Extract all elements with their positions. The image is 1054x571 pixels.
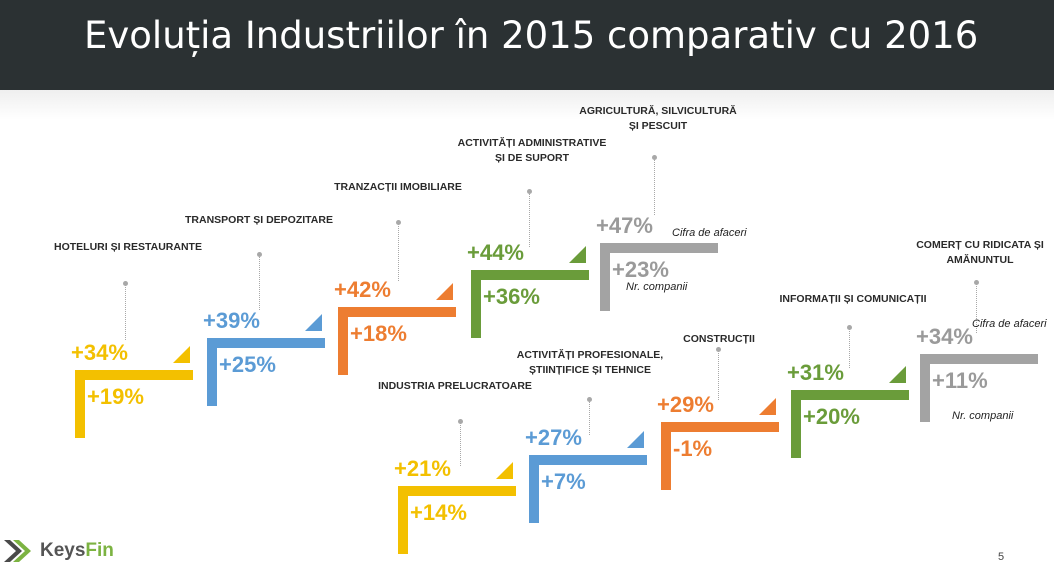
connector-dot	[974, 280, 979, 285]
connector-line	[849, 328, 850, 368]
bar-vertical	[600, 243, 610, 311]
slide-title: Evoluția Industriilor în 2015 comparativ…	[84, 14, 979, 57]
bar-vertical	[75, 370, 85, 438]
turnover-value: +34%	[71, 340, 128, 365]
logo-text-fin: Fin	[85, 540, 114, 561]
industry-label-real-estate: TRANZACȚII IMOBILIARE	[334, 181, 462, 193]
bar-vertical	[529, 455, 539, 523]
industry-label-hotels: HOTELURI ȘI RESTAURANTE	[54, 241, 202, 253]
connector-line	[460, 422, 461, 466]
arrow-tip-icon	[173, 346, 190, 363]
keysfin-logo: KeysFin	[4, 538, 114, 564]
bar-horizontal	[529, 455, 647, 465]
bar-horizontal	[600, 243, 718, 253]
industry-label-construction: CONSTRUCȚII	[683, 333, 755, 345]
page-number: 5	[998, 551, 1005, 563]
bar-horizontal	[398, 486, 516, 496]
connector-line	[529, 192, 530, 247]
bar-vertical	[661, 422, 671, 490]
bar-horizontal	[338, 307, 456, 317]
industry-label-transport: TRANSPORT ȘI DEPOZITARE	[185, 214, 333, 226]
bar-horizontal	[207, 338, 325, 348]
connector-dot	[123, 281, 128, 286]
companies-value: +7%	[541, 469, 586, 494]
industry-label-agriculture: AGRICULTURĂ, SILVICULTURĂ ȘI PESCUIT	[579, 105, 737, 132]
connector-dot	[396, 220, 401, 225]
turnover-value: +31%	[787, 360, 844, 385]
turnover-value: +34%	[916, 324, 973, 349]
connector-dot	[527, 189, 532, 194]
keysfin-logo-icon	[4, 540, 31, 562]
industry-label-trade: COMERȚ CU RIDICATA ȘI AMĂNUNTUL	[916, 239, 1044, 266]
turnover-value: +44%	[467, 240, 524, 265]
arrow-tip-icon	[759, 398, 776, 415]
industry-label-manufacturing: INDUSTRIA PRELUCRATOARE	[378, 380, 532, 392]
connector-line	[398, 223, 399, 281]
bar-vertical	[920, 354, 930, 422]
turnover-value: +42%	[334, 277, 391, 302]
bar-horizontal	[75, 370, 193, 380]
header-shadow	[0, 90, 1054, 120]
connector-line	[718, 350, 719, 400]
companies-value: +19%	[87, 384, 144, 409]
title-bar: Evoluția Industriilor în 2015 comparativ…	[0, 0, 1054, 90]
arrow-tip-icon	[889, 366, 906, 383]
bar-vertical	[207, 338, 217, 406]
companies-value: +14%	[410, 500, 467, 525]
companies-value: +25%	[219, 352, 276, 377]
turnover-note: Cifra de afaceri	[672, 227, 747, 239]
connector-line	[259, 255, 260, 310]
bar-vertical	[791, 390, 801, 458]
turnover-value: +39%	[203, 308, 260, 333]
bar-horizontal	[791, 390, 909, 400]
companies-note: Nr. companii	[626, 281, 688, 293]
connector-dot	[257, 252, 262, 257]
bar-horizontal	[471, 270, 589, 280]
arrow-tip-icon	[627, 431, 644, 448]
companies-value: +23%	[612, 257, 669, 282]
connector-dot	[458, 419, 463, 424]
connector-dot	[716, 347, 721, 352]
industry-label-professional: ACTIVITĂȚI PROFESIONALE, ȘTIINȚIFICE ȘI …	[516, 349, 664, 376]
companies-value: +20%	[803, 404, 860, 429]
companies-value: +36%	[483, 284, 540, 309]
bar-vertical	[471, 270, 481, 338]
arrow-tip-icon	[436, 283, 453, 300]
connector-dot	[587, 397, 592, 402]
bar-vertical	[338, 307, 348, 375]
connector-dot	[652, 155, 657, 160]
bar-horizontal	[920, 354, 1038, 364]
connector-line	[589, 400, 590, 435]
logo-text: KeysFin	[40, 540, 114, 562]
arrow-tip-icon	[496, 462, 513, 479]
connector-line	[654, 158, 655, 215]
turnover-value: +21%	[394, 456, 451, 481]
companies-value: +18%	[350, 321, 407, 346]
bar-vertical	[398, 486, 408, 554]
arrow-tip-icon	[305, 314, 322, 331]
connector-line	[125, 284, 126, 340]
industry-label-administrative: ACTIVITĂȚI ADMINISTRATIVE ȘI DE SUPORT	[457, 137, 607, 164]
logo-text-keys: Keys	[40, 540, 86, 561]
connector-dot	[847, 325, 852, 330]
companies-note: Nr. companii	[952, 410, 1014, 422]
turnover-value: +47%	[596, 213, 653, 238]
arrow-tip-icon	[569, 246, 586, 263]
turnover-value: +27%	[525, 425, 582, 450]
turnover-note: Cifra de afaceri	[972, 318, 1047, 330]
industry-label-it: INFORMAȚII ȘI COMUNICAȚII	[779, 293, 927, 305]
connector-line	[976, 283, 977, 333]
turnover-value: +29%	[657, 392, 714, 417]
bar-horizontal	[661, 422, 779, 432]
companies-value: -1%	[673, 436, 713, 461]
companies-value: +11%	[932, 368, 988, 393]
